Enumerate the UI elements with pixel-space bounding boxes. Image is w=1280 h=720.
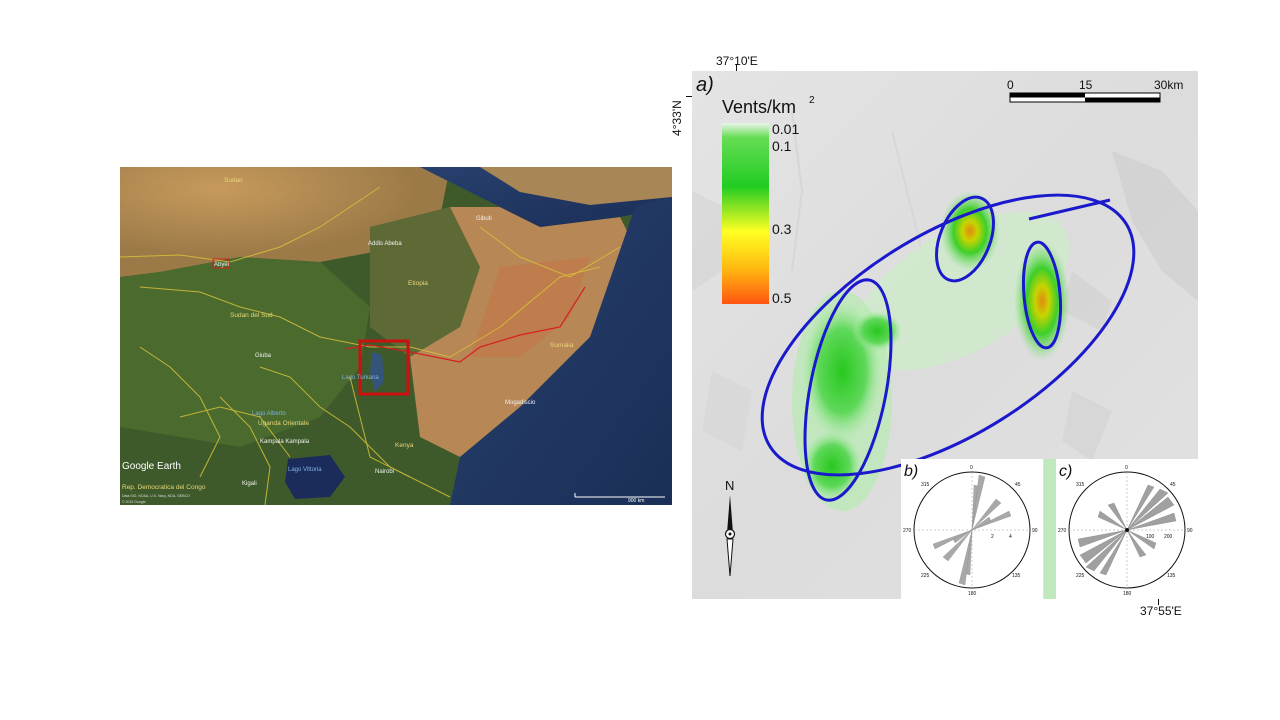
satellite-map: Sudan Etiopia Sudan del Sud Somalia Ugan… — [120, 167, 672, 505]
label-sudan-sud: Sudan del Sud — [230, 312, 273, 319]
label-lago-vittoria: Lago Vittoria — [288, 467, 322, 473]
latitude-tick — [686, 96, 692, 97]
azimuth-c-225: 225 — [1076, 573, 1085, 579]
azimuth-b-315: 315 — [921, 482, 930, 488]
density-legend: Vents/km 2 0.01 0.1 0.3 0.5 — [722, 95, 815, 306]
azimuth-b-135: 135 — [1012, 573, 1021, 579]
azimuth-c-315: 315 — [1076, 482, 1085, 488]
rose-diagram-b: b) 0 45 90 135 180 225 270 315 2 4 — [901, 459, 1043, 599]
azimuth-c-135: 135 — [1167, 573, 1176, 579]
azimuth-b-45: 45 — [1015, 482, 1021, 488]
longitude-top-tick — [736, 64, 737, 71]
north-label: N — [725, 478, 734, 493]
google-earth-logo: Google Earth — [122, 461, 181, 472]
attribution-2: © 2019 Google — [122, 500, 146, 504]
label-addis-abeba: Addis Abeba — [368, 241, 402, 247]
legend-title: Vents/km — [722, 97, 796, 117]
satellite-scale-bar: 900 km — [574, 493, 665, 504]
label-abyei: Abyei — [214, 262, 229, 268]
ellipse-south — [803, 278, 893, 502]
label-uganda-orientale: Uganda Orientale — [258, 420, 309, 427]
scale-label-0: 0 — [1007, 78, 1014, 92]
label-nairobi: Nairobi — [375, 469, 394, 475]
azimuth-c-0: 0 — [1125, 465, 1128, 471]
label-sudan: Sudan — [224, 177, 243, 184]
vent-alignment-ellipses — [760, 193, 1136, 502]
scale-label-30: 30km — [1154, 78, 1183, 92]
legend-color-ramp — [722, 123, 769, 304]
radial-c-200: 200 — [1164, 534, 1173, 540]
label-lago-alberto: Lago Alberto — [252, 411, 286, 417]
label-mogadiscio: Mogadiscio — [505, 400, 536, 406]
scale-label-15: 15 — [1079, 78, 1093, 92]
label-etiopia: Etiopia — [408, 280, 428, 287]
latitude-label: 4°33'N — [670, 100, 684, 136]
north-arrow: N — [724, 478, 736, 577]
azimuth-b-0: 0 — [970, 465, 973, 471]
azimuth-c-90: 90 — [1187, 528, 1193, 534]
scale-bar: 0 15 30km — [1007, 78, 1183, 103]
alignment-line — [1028, 198, 1111, 221]
azimuth-c-270: 270 — [1058, 528, 1067, 534]
azimuth-b-180: 180 — [968, 591, 977, 597]
azimuth-b-225: 225 — [921, 573, 930, 579]
ellipse-east — [1021, 240, 1063, 350]
label-kenya: Kenya — [395, 442, 414, 449]
legend-title-sup: 2 — [809, 95, 815, 106]
legend-tick-03: 0.3 — [772, 221, 792, 237]
azimuth-b-90: 90 — [1032, 528, 1038, 534]
label-kampala: Kampala Kampala — [260, 439, 310, 445]
panel-b-label: b) — [904, 463, 918, 480]
radial-b-2: 2 — [991, 534, 994, 540]
label-rdc: Rep. Democratica del Congo — [122, 484, 206, 491]
panel-a-label: a) — [696, 74, 714, 96]
legend-tick-001: 0.01 — [772, 121, 799, 137]
legend-tick-05: 0.5 — [772, 290, 792, 306]
rose-diagram-c: c) 0 45 90 135 180 225 270 315 100 200 — [1056, 459, 1198, 599]
ellipse-north — [935, 195, 995, 283]
study-area-box — [358, 339, 410, 396]
label-kigali: Kigali — [242, 481, 257, 487]
azimuth-b-270: 270 — [903, 528, 912, 534]
longitude-top-label: 37°10'E — [716, 54, 758, 68]
label-gibuti: Gibuti — [476, 216, 492, 222]
label-lago-turkana: Lago Turkana — [342, 375, 379, 381]
azimuth-c-180: 180 — [1123, 591, 1132, 597]
longitude-bottom-label: 37°55'E — [1140, 604, 1182, 618]
attribution: Data SIO, NOAA, U.S. Navy, NGA, GEBCO — [122, 494, 190, 498]
azimuth-c-45: 45 — [1170, 482, 1176, 488]
svg-text:900 km: 900 km — [628, 498, 644, 504]
legend-tick-01: 0.1 — [772, 138, 792, 154]
ellipse-large — [760, 193, 1136, 477]
longitude-bottom-tick — [1158, 599, 1159, 605]
label-somalia: Somalia — [550, 342, 574, 349]
panel-c-label: c) — [1059, 463, 1072, 480]
label-giuba: Giuba — [255, 353, 272, 359]
radial-c-100: 100 — [1146, 534, 1155, 540]
radial-b-4: 4 — [1009, 534, 1012, 540]
